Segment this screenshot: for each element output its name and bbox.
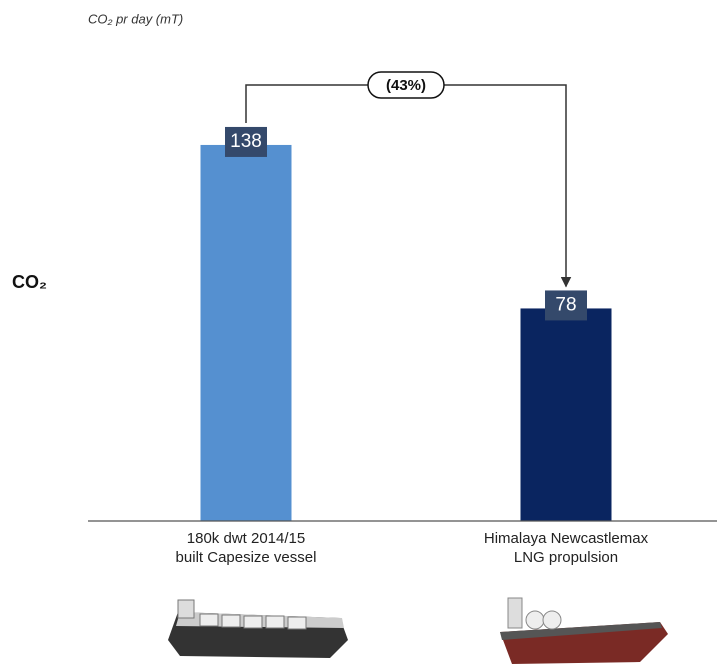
annotation-pill [367,71,445,99]
chart-subtitle: CO₂ pr day (mT) [88,11,183,26]
x-tick-label: 180k dwt 2014/15 built Capesize vessel [176,530,317,566]
ship-capesize [168,599,348,658]
value-label-box [225,126,267,157]
annotation: (43%) [386,77,426,94]
x-tick-label-line: LNG propulsion [514,549,618,566]
value-label: 138 [230,131,262,152]
x-tick-label: Himalaya Newcastlemax LNG propulsion [484,530,649,566]
bar [520,308,612,521]
ship-illustrations [168,597,668,664]
ship-newcastlemax [500,597,668,664]
comparison-bracket [245,84,572,288]
y-axis-label: CO₂ [12,272,47,292]
value-label: 78 [555,294,576,315]
x-tick-label-line: 180k dwt 2014/15 [187,530,305,547]
x-tick-label-line: built Capesize vessel [176,549,317,566]
value-label-box [545,290,587,321]
bar [200,144,292,521]
x-tick-label-line: Himalaya Newcastlemax [484,530,649,547]
